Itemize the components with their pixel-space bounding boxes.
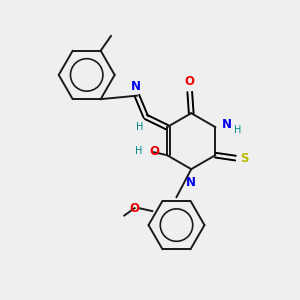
- Text: H: H: [136, 122, 143, 132]
- Text: N: N: [186, 176, 196, 189]
- Text: H: H: [135, 146, 142, 156]
- Text: O: O: [149, 145, 159, 158]
- Text: H: H: [234, 124, 241, 134]
- Text: O: O: [185, 75, 195, 88]
- Text: S: S: [241, 152, 249, 165]
- Text: O: O: [130, 202, 140, 215]
- Text: N: N: [222, 118, 232, 131]
- Text: N: N: [130, 80, 140, 93]
